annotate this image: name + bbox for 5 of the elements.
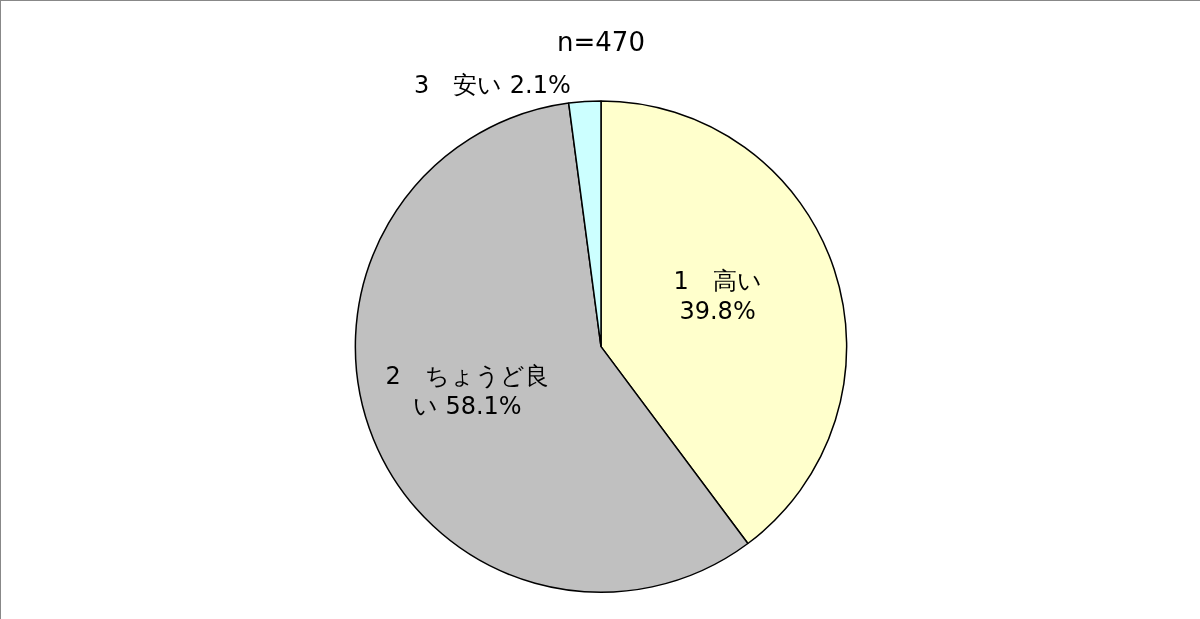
slice-label: 1 高い bbox=[673, 267, 762, 296]
data-label: 39.8% bbox=[679, 297, 756, 326]
slice-label: 3 安い 2.1% bbox=[413, 71, 571, 100]
chart-title: n=470 bbox=[557, 27, 645, 58]
slice-label: 2 ちょうど良い 58.1% bbox=[385, 362, 549, 421]
